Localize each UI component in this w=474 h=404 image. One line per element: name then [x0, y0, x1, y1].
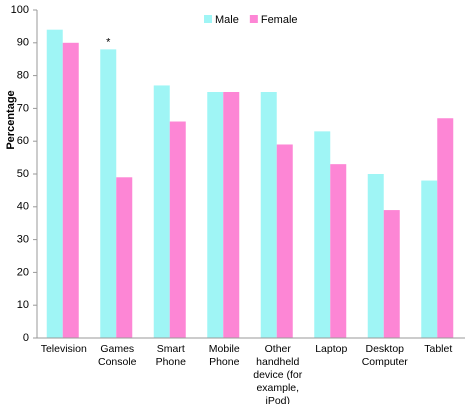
- y-tick-label: 30: [17, 234, 29, 246]
- y-tick-label: 40: [17, 201, 29, 213]
- annotation: *: [106, 36, 111, 48]
- x-tick-label: Smart Phone: [155, 343, 186, 368]
- y-tick-label: 60: [17, 135, 29, 147]
- bar: [437, 118, 454, 339]
- bar: [100, 49, 117, 339]
- bar: [330, 164, 347, 338]
- x-tick-label: Desktop Computer: [361, 343, 408, 368]
- x-tick-label: Games Console: [97, 343, 137, 368]
- legend-label: Female: [261, 14, 298, 26]
- legend-label: Male: [215, 14, 239, 26]
- bar: [207, 92, 224, 338]
- y-tick-label: 0: [23, 332, 29, 344]
- bar: [314, 131, 331, 338]
- legend-swatch: [249, 15, 258, 23]
- y-tick-label: 50: [17, 168, 29, 180]
- y-axis-label: Percentage: [5, 90, 17, 149]
- x-tick-label: Tablet: [424, 343, 453, 355]
- bar: [260, 92, 277, 338]
- bar: [367, 174, 384, 338]
- x-tick-label: Other handheld device (for example, iPod…: [253, 343, 303, 404]
- x-tick-label: Mobile Phone: [208, 343, 240, 368]
- bar: [46, 29, 63, 339]
- bar: [116, 177, 133, 338]
- bar: [223, 92, 240, 338]
- bar: [169, 121, 186, 339]
- bar: [62, 42, 79, 339]
- y-tick-label: 90: [17, 37, 29, 49]
- x-tick-label: Laptop: [315, 343, 348, 355]
- bar: [276, 144, 293, 338]
- x-tick-label: Television: [40, 343, 87, 355]
- y-tick-label: 80: [17, 70, 29, 82]
- bar: [153, 85, 170, 338]
- bar: [421, 180, 438, 338]
- y-tick-label: 10: [17, 299, 29, 311]
- y-tick-label: 100: [11, 4, 29, 16]
- legend-swatch: [204, 15, 212, 23]
- bar: [383, 210, 400, 338]
- y-tick-label: 20: [17, 266, 29, 278]
- y-tick-label: 70: [17, 102, 29, 114]
